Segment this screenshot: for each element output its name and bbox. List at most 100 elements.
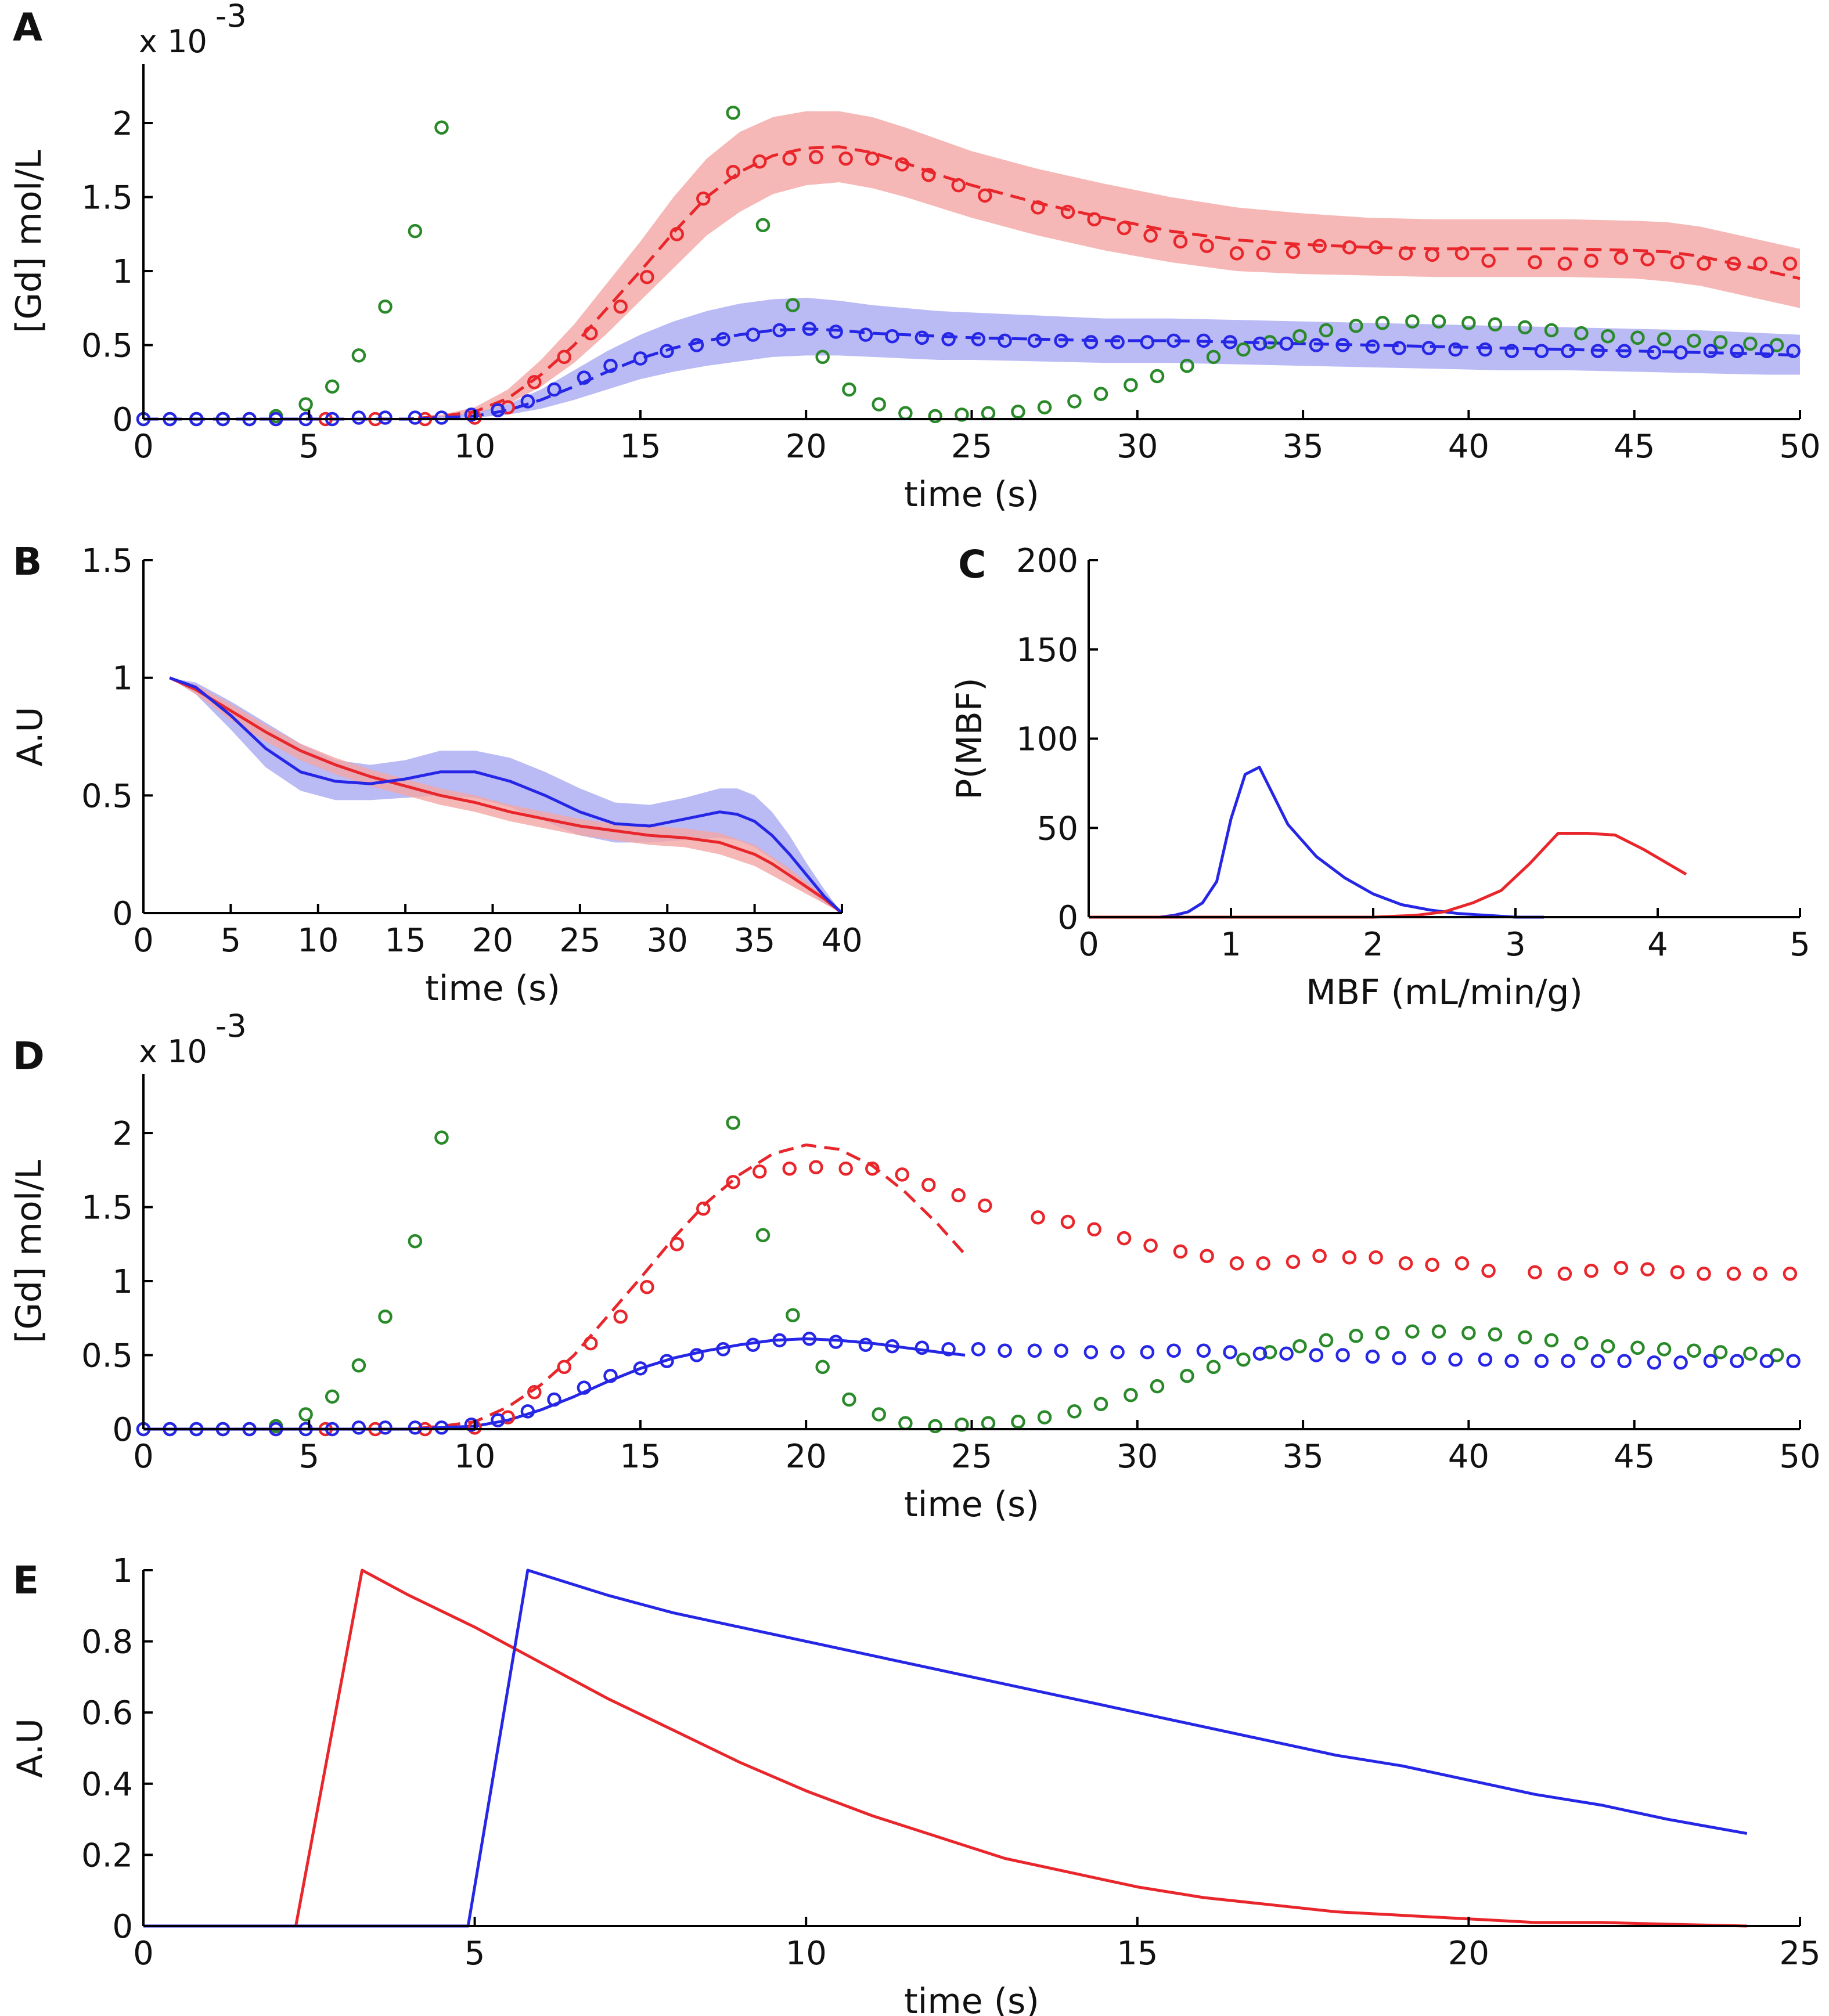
green-data-point	[1743, 336, 1758, 351]
green-data-point	[1037, 1410, 1052, 1424]
green-data-point	[1574, 1336, 1589, 1351]
x-tick-label: 40	[821, 922, 862, 960]
red-data-point	[1256, 246, 1270, 261]
x-tick-label: 0	[133, 1935, 154, 1972]
exponent-power: -3	[215, 1008, 247, 1044]
red-data-point	[1398, 1256, 1413, 1271]
exponent-label: x 10-3	[139, 0, 247, 60]
green-data-point	[298, 397, 313, 412]
x-tick-label: 15	[1117, 1935, 1158, 1972]
red-data-point	[557, 1359, 571, 1375]
green-data-point	[1206, 1359, 1221, 1375]
green-data-point	[898, 406, 913, 421]
red-data-point	[1697, 256, 1711, 271]
x-tick-label: 25	[951, 428, 992, 466]
green-data-point	[755, 218, 771, 233]
panel-b: B 0 5 10 15 20 25 30 35 40 0 0.5 1 1.5 time (s) A.U	[10, 539, 863, 1009]
red-data-point	[978, 188, 992, 203]
blue-data-point	[1365, 1349, 1380, 1364]
blue-data-point	[351, 1420, 366, 1435]
red-data-point	[753, 1164, 767, 1179]
red-data-point	[838, 151, 853, 166]
green-data-point	[1375, 1326, 1390, 1340]
blue-data-point	[1054, 1343, 1068, 1358]
x-tick-label: 0	[133, 922, 154, 960]
red-data-point	[1670, 1265, 1685, 1279]
blue-data-point	[1110, 1345, 1125, 1359]
red-data-point	[1200, 1249, 1214, 1263]
y-axis-label: [Gd] mol/L	[9, 149, 49, 333]
red-data-point	[1312, 239, 1327, 253]
blue-data-point	[1335, 338, 1350, 352]
red-data-point	[1087, 1222, 1101, 1237]
red-line	[143, 1568, 1747, 1928]
panel-label: E	[13, 1558, 39, 1603]
y-axis-label: A.U	[10, 1718, 51, 1778]
blue-data-point	[464, 1418, 479, 1432]
blue-data-point	[1617, 1354, 1632, 1368]
blue-data-point	[885, 329, 899, 344]
green-data-point	[928, 1419, 942, 1434]
red-data-point	[895, 1167, 909, 1182]
x-tick-label: 0	[133, 1438, 154, 1476]
y-tick-label: 50	[1037, 810, 1078, 847]
green-data-point	[872, 1407, 886, 1422]
blue-data-point	[603, 358, 618, 373]
blue-data-point	[971, 1342, 986, 1357]
blue-data-point	[1647, 345, 1662, 360]
green-data-point	[1236, 342, 1251, 357]
panel-e: E 0 5 10 15 20 25 0 0.2 0.4 0.6 0.8 1 time (s) A.U	[10, 1552, 1821, 2016]
blue-data-point	[772, 323, 787, 338]
green-data-point	[1657, 1342, 1672, 1357]
red-data-point	[809, 150, 823, 164]
blue-data-point	[1534, 344, 1549, 358]
y-tick-label: 0	[1057, 899, 1078, 937]
blue-data-point	[633, 1361, 648, 1376]
x-tick-label: 50	[1779, 428, 1820, 466]
blue-data-point	[408, 410, 423, 425]
green-data-point	[1375, 316, 1390, 330]
blue-data-point	[1279, 336, 1294, 351]
blue-band	[143, 297, 1800, 419]
blue-line	[1089, 766, 1544, 919]
green-data-point	[1488, 317, 1503, 332]
blue-data-point	[858, 1337, 873, 1352]
red-data-point	[669, 227, 684, 241]
blue-data-point	[1703, 344, 1718, 358]
blue-data-point	[829, 1335, 843, 1349]
green-data-point	[955, 1418, 969, 1432]
green-data-point	[1657, 332, 1672, 347]
y-tick-label: 2	[112, 1115, 133, 1153]
red-data-point	[613, 1309, 628, 1324]
blue-data-point	[1786, 1354, 1801, 1368]
blue-line	[143, 1568, 1748, 1928]
blue-data-point	[1730, 1354, 1744, 1368]
green-data-point	[1319, 323, 1334, 338]
blue-data-point	[941, 332, 956, 347]
blue-data-point	[1110, 335, 1125, 349]
green-data-point	[726, 1115, 740, 1130]
red-data-point	[1528, 1265, 1542, 1279]
y-axis-label: [Gd] mol/L	[9, 1159, 49, 1343]
green-data-point	[981, 1416, 996, 1431]
blue-data-point	[1365, 339, 1380, 354]
blue-line	[169, 676, 843, 914]
blue-data-point	[941, 1342, 956, 1357]
blue-data-point	[716, 1342, 730, 1357]
x-tick-label: 35	[1282, 1438, 1323, 1476]
panel-label: D	[13, 1034, 45, 1079]
green-data-point	[434, 120, 449, 135]
red-data-point	[1557, 256, 1572, 271]
green-data-point	[1687, 333, 1701, 348]
x-tick-label: 2	[1363, 926, 1384, 964]
panel-a: A 0 5 10 15 20 25 30 35 40 45 50 0 0.5 1 1.5 2 time (s) [G…	[9, 0, 1821, 515]
y-tick-label: 1	[112, 1263, 133, 1301]
y-tick-label: 0	[112, 401, 133, 439]
x-tick-label: 10	[297, 922, 339, 960]
red-data-point	[1640, 252, 1655, 266]
red-data-point	[1312, 1249, 1327, 1263]
green-data-point	[1180, 1368, 1194, 1383]
y-tick-label: 0.2	[81, 1837, 133, 1874]
y-tick-label: 0.5	[81, 1337, 133, 1375]
